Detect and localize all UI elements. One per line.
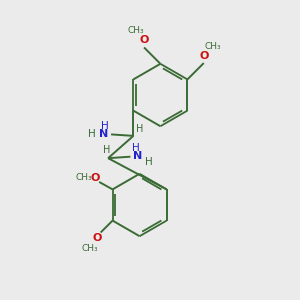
Text: O: O — [140, 35, 149, 45]
Text: O: O — [92, 233, 102, 243]
Text: H: H — [103, 145, 110, 155]
Text: O: O — [199, 51, 208, 61]
Text: CH₃: CH₃ — [81, 244, 98, 253]
Text: CH₃: CH₃ — [204, 42, 221, 51]
Text: H: H — [136, 124, 144, 134]
Text: H: H — [88, 129, 96, 139]
Text: H: H — [145, 157, 153, 167]
Text: O: O — [90, 173, 100, 183]
Text: CH₃: CH₃ — [75, 173, 92, 182]
Text: N: N — [133, 151, 142, 161]
Text: N: N — [99, 129, 108, 139]
Text: H: H — [101, 121, 108, 131]
Text: H: H — [133, 143, 140, 153]
Text: CH₃: CH₃ — [128, 26, 144, 35]
